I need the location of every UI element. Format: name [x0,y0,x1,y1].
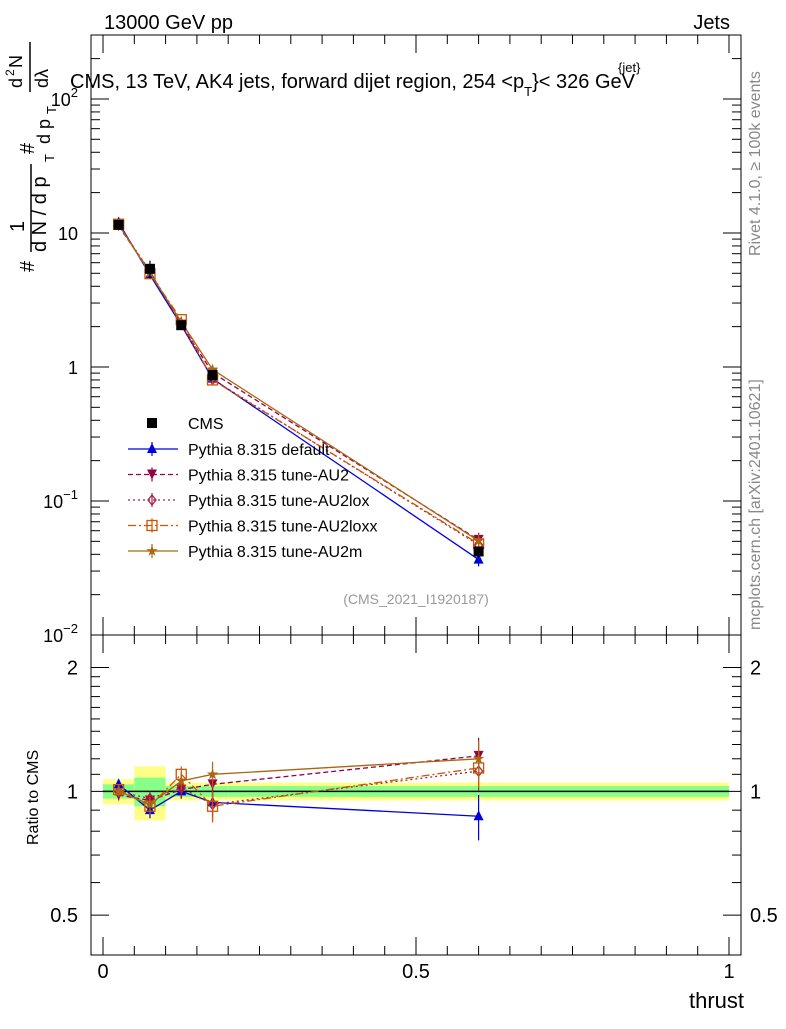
series-point-au2m [472,534,485,546]
main-tick-label: 10−2 [43,621,78,646]
x-tick-label: 0 [97,961,108,983]
main-tick-label-base: 1 [68,358,78,378]
data-point [176,320,187,331]
main-tick-label: 102 [51,85,78,110]
y-label-d-top: d [6,78,26,88]
mcplots-label: mcplots.cern.ch [arXiv:2401.10621] [747,379,764,630]
main-y-axis-label: # 1 d N / d p T # d p T d 2 N dλ [3,42,59,272]
legend-marker-default [147,443,157,453]
ratio-point-au2m [175,774,187,786]
legend-label-au2loxx: Pythia 8.315 tune-AU2loxx [188,519,377,536]
main-tick-label-exp: −2 [63,621,78,636]
plot-title-sub: T [524,84,532,99]
series-point-au2m [206,363,219,375]
y-label-d-p: d p [34,119,54,144]
legend-label-au2lox: Pythia 8.315 tune-AU2lox [188,493,369,510]
legend-marker-au2m [146,545,158,556]
ratio-point-default [473,810,484,821]
legend-label-au2m: Pythia 8.315 tune-AU2m [188,544,362,561]
x-tick-label: 1 [723,961,734,983]
y-label-n-top: N [6,55,26,68]
legend-marker-au2 [147,469,157,480]
plot-title-main: CMS, 13 TeV, AK4 jets, forward dijet reg… [70,71,524,93]
main-series-group [112,216,485,567]
ratio-tick-label-left: 2 [67,658,78,680]
y-label-one: 1 [7,221,29,232]
main-tick-label-exp: 2 [71,85,78,100]
ratio-point-au2loxx [206,800,219,812]
rivet-version-label: Rivet 4.1.0, ≥ 100k events [747,71,764,256]
data-point [473,546,484,557]
legend-label-au2: Pythia 8.315 tune-AU2 [188,468,349,485]
legend-label-default: Pythia 8.315 default [188,442,330,459]
x-ticks: 0 0.5 1 [97,35,735,983]
legend-marker-au2lox [147,493,157,507]
main-tick-label: 1 [68,358,78,378]
y-label-hash-2: # [17,142,39,154]
ratio-y-ticks: 0.5 0.5 1 1 2 2 [50,658,778,928]
main-tick-label: 10−1 [43,487,78,512]
ratio-tick-label-right: 2 [750,658,761,680]
ratio-tick-label-right: 1 [750,781,761,803]
legend-label-cms: CMS [188,416,224,433]
plot-title-end: }< 326 GeV [532,71,636,93]
ratio-point-default [113,778,124,789]
ratio-tick-label-left: 1 [67,781,78,803]
ratio-tick-label-left: 0.5 [50,905,78,927]
legend: CMS Pythia 8.315 default Pythia 8.315 tune… [128,416,377,561]
legend-marker-cms [147,418,157,428]
category-label: Jets [693,12,730,34]
ratio-point-au2m [206,768,219,780]
data-point [207,370,218,381]
legend-marker-au2loxx [146,519,158,532]
y-label-sup-2: 2 [3,69,17,76]
data-point [113,219,124,230]
y-label-hash-1: # [17,260,39,272]
plot-title: CMS, 13 TeV, AK4 jets, forward dijet reg… [70,71,636,99]
main-tick-label: 10 [58,224,78,244]
ratio-series-group [112,737,485,841]
y-label-t-sub-2: T [44,106,59,114]
series-line-au2lox [118,224,479,546]
ratio-point-au2m [472,752,485,764]
ratio-point-au2m [144,798,156,810]
series-point-default [473,553,484,564]
main-tick-label-base: 10 [58,224,78,244]
x-tick-label: 0.5 [402,961,430,983]
ratio-point-au2m [112,785,125,797]
main-tick-label-base: 10 [43,492,63,512]
main-tick-label-base: 10 [51,90,71,110]
data-point [144,263,155,274]
energy-label: 13000 GeV pp [104,12,233,34]
ratio-y-axis-label: Ratio to CMS [25,750,42,845]
ratio-point-au2lox [176,781,187,794]
data-uncertainty-bands [103,766,729,821]
y-label-dlambda: dλ [32,69,52,88]
main-tick-label-base: 10 [43,626,63,646]
x-axis-label: thrust [689,988,744,1013]
y-label-t-sub-1: T [42,154,57,162]
y-label-dn-dpt: d N / d p [29,176,51,252]
ratio-tick-label-right: 0.5 [750,905,778,927]
analysis-id: (CMS_2021_I1920187) [343,591,489,607]
main-tick-label-exp: −1 [63,487,78,502]
plot-title-sup: {jet} [618,60,641,75]
